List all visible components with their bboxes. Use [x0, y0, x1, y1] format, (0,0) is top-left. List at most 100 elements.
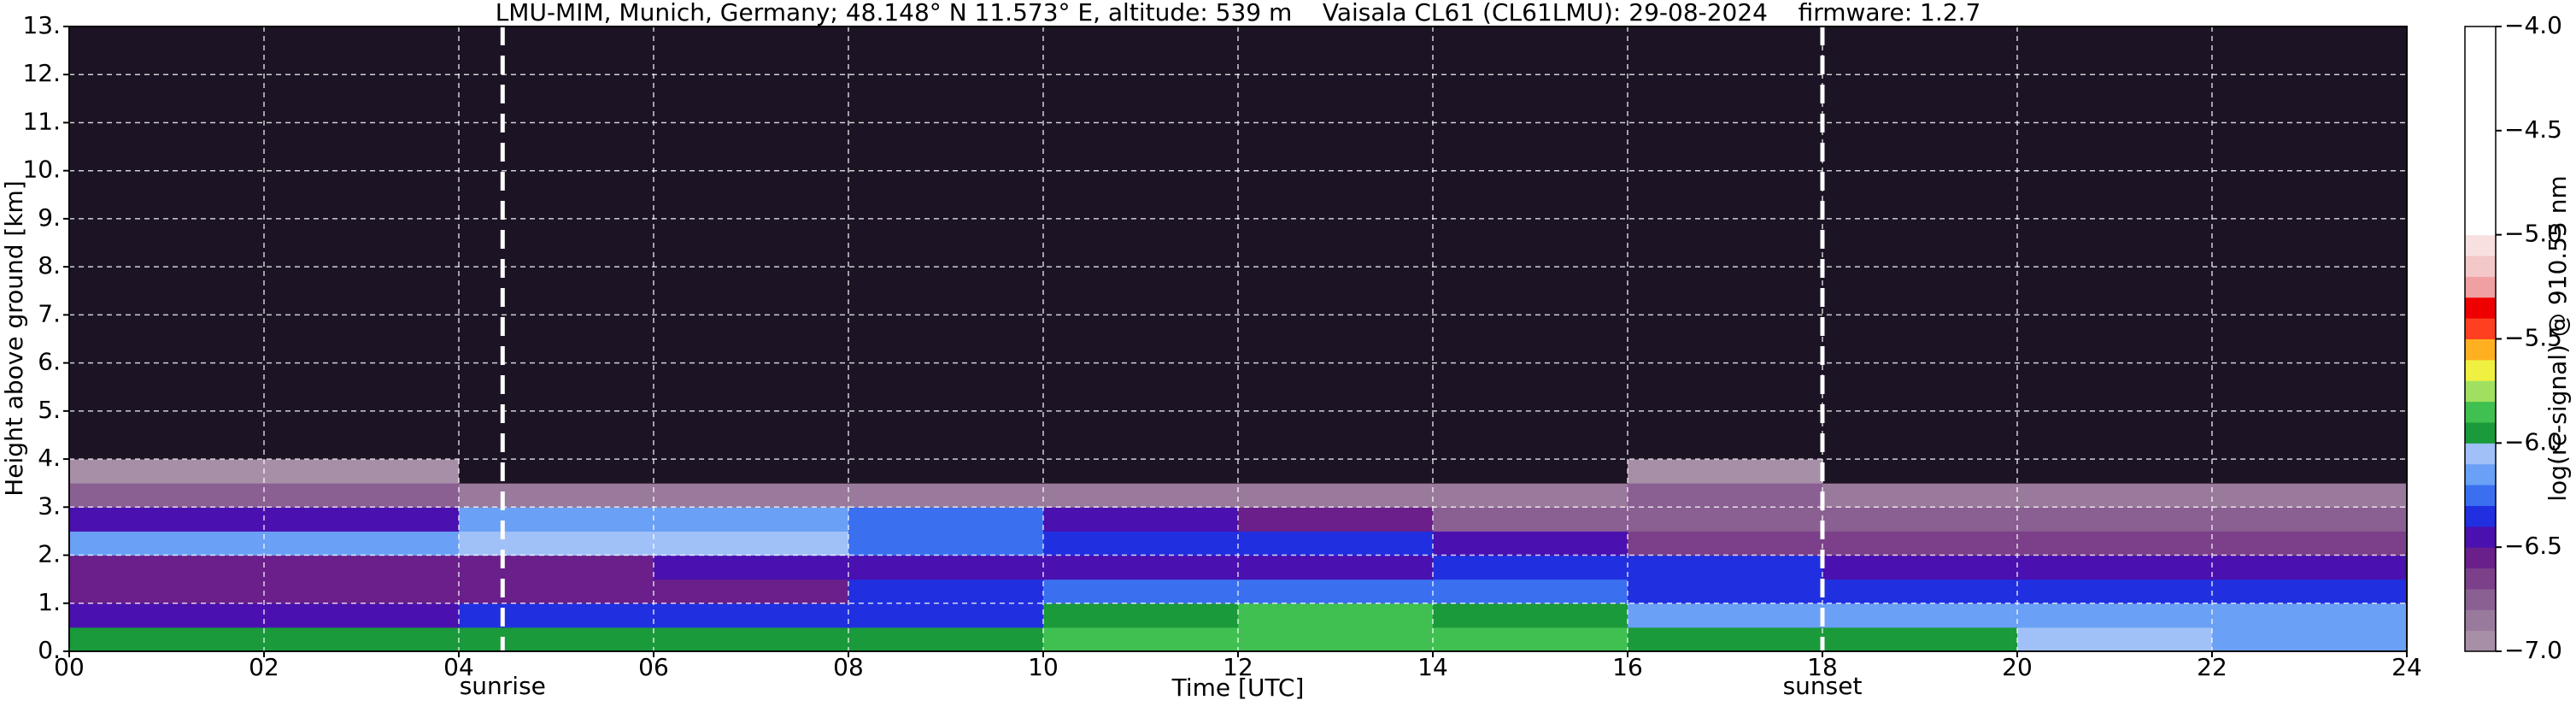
x-axis-label: Time [UTC] [1171, 674, 1305, 702]
heatmap-cell [1822, 26, 2018, 172]
heatmap-cell [1628, 459, 1823, 484]
heatmap-cell [1433, 507, 1628, 532]
heatmap-cell [1822, 603, 2018, 628]
heatmap-cell [1238, 531, 1434, 556]
heatmap-cell [654, 26, 849, 172]
colorbar-segment [2465, 526, 2496, 548]
heatmap-cell [1043, 531, 1239, 556]
heatmap-cell [2017, 555, 2213, 580]
colorbar-label: log(rc-signal) @ 910.55 nm [2544, 175, 2572, 501]
x-tick-label: 12 [1223, 653, 1253, 681]
colorbar-segment [2465, 359, 2496, 381]
heatmap-cell [1433, 483, 1628, 508]
heatmap-cell [459, 627, 654, 652]
heatmap-cell [264, 459, 460, 484]
x-tick-label: 08 [833, 653, 864, 681]
heatmap-cell [2212, 26, 2408, 172]
colorbar-tick-label: −4.5 [2504, 115, 2562, 144]
annotation-label: sunrise [460, 672, 546, 700]
heatmap-cell [459, 555, 654, 580]
heatmap-cell [264, 555, 460, 580]
heatmap-cell [1628, 483, 1823, 508]
heatmap-cell [654, 507, 849, 532]
heatmap-cell [1043, 627, 1239, 652]
heatmap-cell [2017, 507, 2213, 532]
y-tick-label: 5. [38, 396, 61, 424]
heatmap-cell [1238, 362, 1434, 460]
chart-title: LMU-MIM, Munich, Germany; 48.148° N 11.5… [496, 0, 1981, 26]
heatmap-cell [848, 579, 1044, 604]
heatmap-cell [848, 507, 1044, 532]
heatmap-cell [1822, 531, 2018, 556]
heatmap-cell [459, 362, 654, 460]
heatmap-cell [69, 627, 265, 652]
x-tick-label: 20 [2002, 653, 2033, 681]
heatmap-cell [459, 267, 654, 364]
heatmap-cell [1433, 459, 1628, 484]
y-tick-label: 13. [22, 11, 61, 39]
heatmap-cell [69, 579, 265, 604]
colorbar-segment [2465, 505, 2496, 527]
heatmap-cell [1822, 459, 2018, 484]
heatmap-cell [848, 555, 1044, 580]
heatmap-cell [1238, 26, 1434, 172]
heatmap-cell [1433, 531, 1628, 556]
heatmap-cell [1628, 579, 1823, 604]
colorbar-segment [2465, 421, 2496, 444]
heatmap-cell [1238, 267, 1434, 364]
colorbar-segment [2465, 568, 2496, 590]
heatmap-cell [2212, 531, 2408, 556]
heatmap-cell [654, 627, 849, 652]
heatmap-cell [459, 483, 654, 508]
heatmap-cell [654, 603, 849, 628]
colorbar-segment [2465, 318, 2496, 339]
heatmap-cell [69, 507, 265, 532]
heatmap-cell [2212, 459, 2408, 484]
heatmap-cell [264, 579, 460, 604]
x-tick-label: 00 [54, 653, 85, 681]
heatmap-cell [2017, 531, 2213, 556]
heatmap-cell [848, 459, 1044, 484]
heatmap-cell [69, 459, 265, 484]
heatmap-cell [264, 483, 460, 508]
heatmap-cell [1043, 555, 1239, 580]
y-tick-label: 10. [22, 156, 61, 184]
y-tick-label: 9. [38, 203, 61, 232]
annotation-label: sunset [1783, 672, 1863, 700]
heatmap-cell [69, 603, 265, 628]
colorbar-segment [2465, 297, 2496, 319]
x-tick-label: 04 [443, 653, 474, 681]
colorbar-segment [2465, 463, 2496, 485]
heatmap-cell [264, 26, 460, 172]
heatmap-cell [1628, 555, 1823, 580]
heatmap-cell [459, 531, 654, 556]
y-tick-label: 3. [38, 491, 61, 520]
colorbar-tick-label: −7.0 [2504, 636, 2562, 664]
heatmap-cell [2017, 362, 2213, 460]
heatmap-cell [264, 627, 460, 652]
heatmap-cell [459, 507, 654, 532]
colorbar-segment [2465, 443, 2496, 465]
heatmap-cell [1238, 170, 1434, 268]
colorbar-segment [2465, 26, 2496, 236]
heatmap-cell [2017, 459, 2213, 484]
heatmap-cell [1043, 483, 1239, 508]
heatmap-cell [459, 603, 654, 628]
heatmap-cell [1238, 459, 1434, 484]
heatmap-cell [1628, 26, 1823, 172]
heatmap-cell [848, 603, 1044, 628]
colorbar-tick-label: −6.5 [2504, 532, 2562, 560]
colorbar-segment [2465, 256, 2496, 277]
heatmap-cell [2212, 483, 2408, 508]
heatmap-cell [654, 483, 849, 508]
heatmap-cell [1238, 627, 1434, 652]
colorbar-segment [2465, 401, 2496, 423]
heatmap-cell [1433, 579, 1628, 604]
heatmap-cell [654, 579, 849, 604]
heatmap-cell [1822, 627, 2018, 652]
heatmap-cell [848, 483, 1044, 508]
heatmap-cell [1043, 507, 1239, 532]
heatmap-cell [1628, 531, 1823, 556]
colorbar-segment [2465, 609, 2496, 632]
